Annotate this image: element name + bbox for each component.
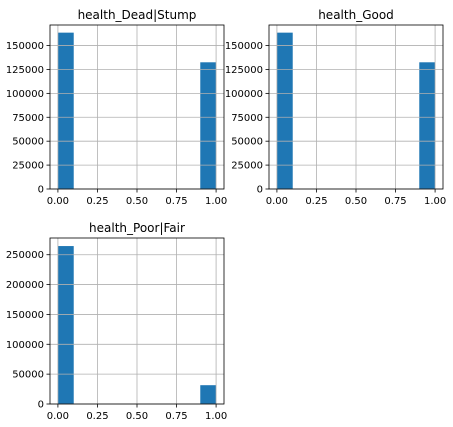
x-tick-label: 0.25	[86, 196, 108, 207]
x-tick-label: 0.75	[165, 411, 187, 422]
x-tick-label: 1.00	[205, 411, 227, 422]
y-tick-label: 25000	[231, 161, 263, 172]
y-tick-label: 50000	[231, 137, 263, 148]
y-tick-label: 100000	[6, 89, 44, 100]
y-tick-label: 200000	[6, 280, 44, 291]
x-tick-label: 1.00	[205, 196, 227, 207]
y-tick-label: 250000	[6, 250, 44, 261]
y-tick-label: 150000	[6, 310, 44, 321]
chart-panel-1: 0.00 0.25 0.50 0.75 1.00 0 25000 50000 75000 1000…	[6, 8, 227, 207]
chart-panel-2: 0.00 0.25 0.50 0.75 1.00 0 25000 50000 75000 1000…	[225, 8, 446, 207]
histogram-bar-2	[200, 62, 217, 189]
x-tick-label: 1.00	[424, 196, 446, 207]
y-tick-label: 50000	[12, 370, 44, 381]
y-tick-label: 100000	[6, 340, 44, 351]
histogram-bar-1	[276, 32, 293, 189]
y-tick-label: 0	[38, 400, 44, 411]
axes-frame	[49, 24, 225, 190]
y-tick-label: 150000	[6, 41, 44, 52]
histogram-bar-2	[419, 62, 436, 189]
y-tick-label: 75000	[12, 113, 44, 124]
chart-title: health_Good	[318, 8, 394, 22]
histogram-bar-1	[57, 32, 74, 189]
y-tick-label: 75000	[231, 113, 263, 124]
chart-title: health_Dead|Stump	[78, 8, 197, 22]
y-tick-label: 50000	[12, 137, 44, 148]
axes-frame	[268, 24, 444, 190]
y-tick-label: 125000	[6, 65, 44, 76]
y-tick-label: 0	[257, 185, 263, 196]
x-tick-label: 0.00	[47, 196, 69, 207]
x-tick-label: 0.50	[126, 196, 148, 207]
x-tick-label: 0.25	[305, 196, 327, 207]
x-tick-label: 0.75	[384, 196, 406, 207]
x-tick-label: 0.50	[345, 196, 367, 207]
histogram-bar-2	[200, 385, 217, 404]
y-tick-label: 25000	[12, 161, 44, 172]
x-tick-label: 0.25	[86, 411, 108, 422]
y-tick-label: 150000	[225, 41, 263, 52]
x-tick-label: 0.00	[266, 196, 288, 207]
chart-title: health_Poor|Fair	[89, 221, 185, 235]
chart-panel-3: 0.00 0.25 0.50 0.75 1.00 0 50000 100000 150000 20…	[6, 221, 227, 422]
x-tick-label: 0.00	[47, 411, 69, 422]
y-tick-label: 100000	[225, 89, 263, 100]
y-tick-label: 0	[38, 185, 44, 196]
x-tick-label: 0.75	[165, 196, 187, 207]
x-tick-label: 0.50	[126, 411, 148, 422]
axes-frame	[49, 237, 225, 405]
histogram-bar-1	[57, 246, 74, 404]
y-tick-label: 125000	[225, 65, 263, 76]
